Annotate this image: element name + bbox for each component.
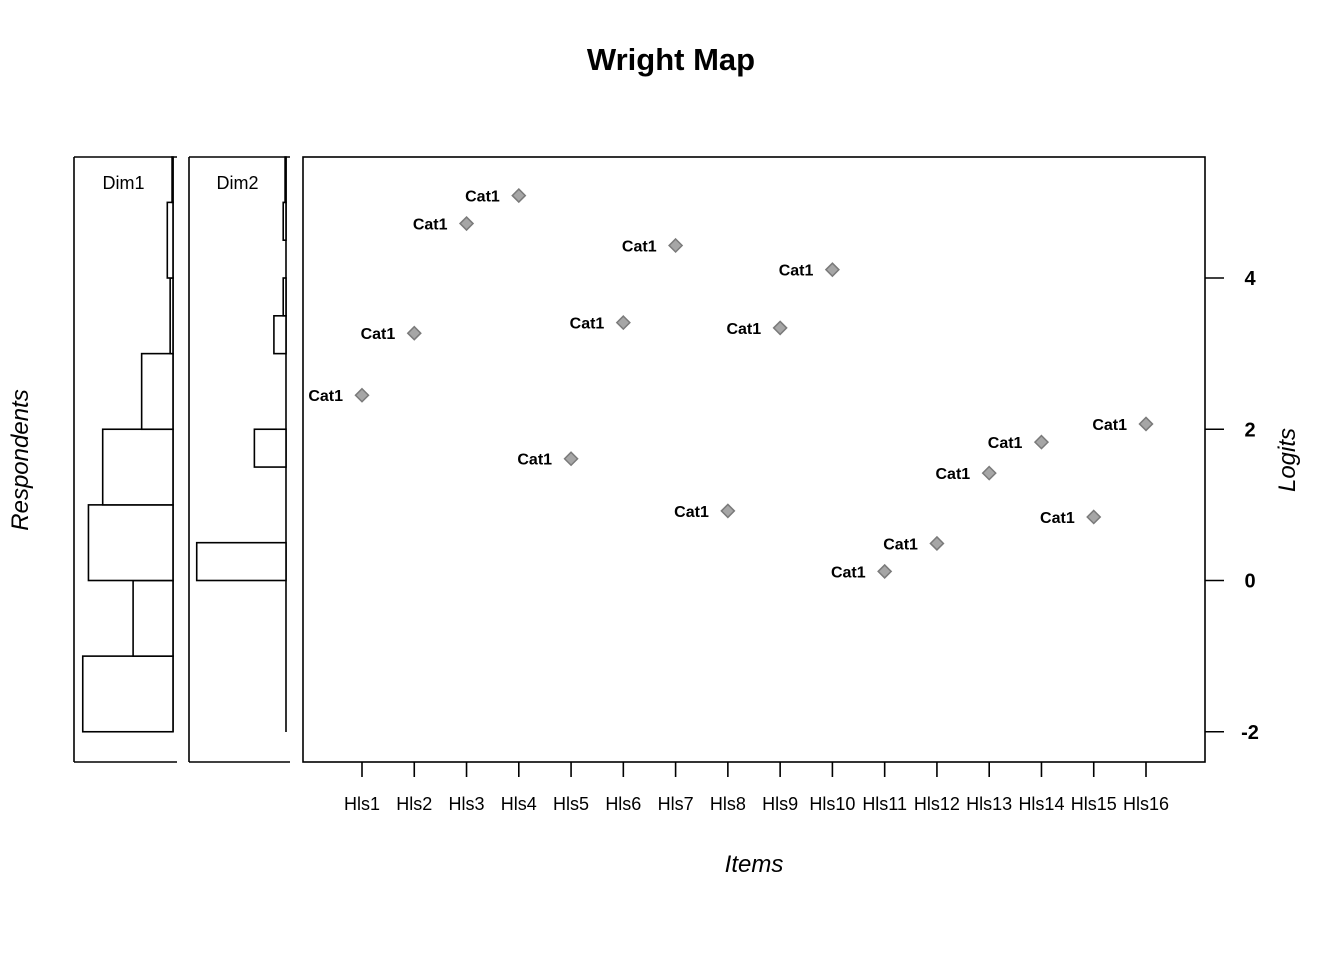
point-label: Cat1: [883, 536, 918, 553]
x-tick-label: Hls8: [710, 794, 746, 814]
histogram-bar: [284, 156, 287, 204]
point-label: Cat1: [1040, 510, 1075, 527]
histogram-bar: [282, 277, 287, 317]
item-threshold-point: [981, 465, 997, 481]
histogram-bar: [166, 201, 174, 279]
x-tick-label: Hls12: [914, 794, 960, 814]
point-label: Cat1: [1092, 417, 1127, 434]
y-tick-label: 2: [1244, 419, 1255, 441]
point-label: Cat1: [465, 189, 500, 206]
point-label: Cat1: [413, 217, 448, 234]
x-tick-label: Hls13: [966, 794, 1012, 814]
items-axis-label: Items: [725, 851, 784, 878]
x-tick-label: Hls9: [762, 794, 798, 814]
x-tick-label: Hls16: [1123, 794, 1169, 814]
histogram-bar: [253, 428, 287, 468]
histogram-bar: [273, 315, 287, 355]
item-plot: Hls1 Hls2 Hls3 Hls4 Hls5 Hls6 Hls7 Hls8 Hls9 Hls1…: [302, 156, 1259, 814]
histogram-bar: [132, 579, 174, 657]
point-label: Cat1: [831, 564, 866, 581]
item-threshold-point: [615, 315, 631, 331]
x-tick-label: Hls3: [449, 794, 485, 814]
item-threshold-point: [406, 325, 422, 341]
item-threshold-point: [1033, 434, 1050, 450]
item-threshold-point: [511, 188, 527, 204]
x-tick-label: Hls4: [501, 794, 537, 814]
x-tick-label: Hls11: [862, 794, 907, 814]
x-tick-label: Hls1: [344, 794, 380, 814]
item-threshold-point: [1138, 416, 1154, 432]
histogram-bar: [140, 352, 174, 431]
respondents-axis-label: Respondents: [7, 389, 34, 530]
point-label: Cat1: [308, 388, 343, 405]
logits-axis-label: Logits: [1274, 428, 1301, 492]
x-tick-label: Hls10: [809, 794, 855, 814]
histogram-bar: [81, 655, 174, 733]
x-tick-label: Hls14: [1018, 794, 1064, 814]
panel-label: Dim2: [216, 173, 258, 193]
x-tick-label: Hls7: [658, 794, 694, 814]
item-threshold-point: [458, 215, 475, 232]
y-tick-label: 0: [1244, 571, 1255, 593]
point-label: Cat1: [361, 326, 396, 343]
histogram-bar: [195, 541, 287, 582]
histogram-bar: [101, 428, 174, 506]
item-threshold-point: [720, 503, 736, 519]
item-threshold-point: [929, 535, 945, 552]
point-label: Cat1: [726, 321, 761, 338]
histogram-bar: [87, 504, 174, 582]
item-threshold-point: [824, 262, 840, 278]
item-threshold-point: [772, 320, 788, 336]
item-threshold-point: [668, 237, 684, 254]
item-threshold-point: [1086, 509, 1102, 525]
x-tick-label: Hls2: [396, 794, 432, 814]
histogram-bar: [169, 277, 174, 355]
point-label: Cat1: [570, 316, 605, 333]
plot-frame: [302, 156, 1206, 763]
x-tick-label: Hls6: [605, 794, 641, 814]
panel-label: Dim1: [102, 173, 144, 193]
x-tick-label: Hls5: [553, 794, 589, 814]
point-label: Cat1: [517, 452, 552, 469]
item-threshold-point: [877, 563, 893, 579]
respondent-panels: Dim1 Dim2: [73, 156, 290, 763]
item-threshold-point: [563, 451, 579, 467]
histogram-bar: [171, 156, 174, 204]
point-label: Cat1: [622, 238, 657, 255]
point-label: Cat1: [936, 466, 971, 483]
item-threshold-point: [354, 387, 370, 403]
chart-title: Wright Map: [587, 42, 755, 77]
histogram-bar: [282, 201, 287, 241]
x-tick-label: Hls15: [1071, 794, 1117, 814]
y-tick-label: 4: [1244, 268, 1256, 290]
point-label: Cat1: [988, 435, 1023, 452]
point-label: Cat1: [674, 504, 709, 521]
point-label: Cat1: [779, 263, 814, 280]
y-tick-label: -2: [1241, 722, 1259, 744]
